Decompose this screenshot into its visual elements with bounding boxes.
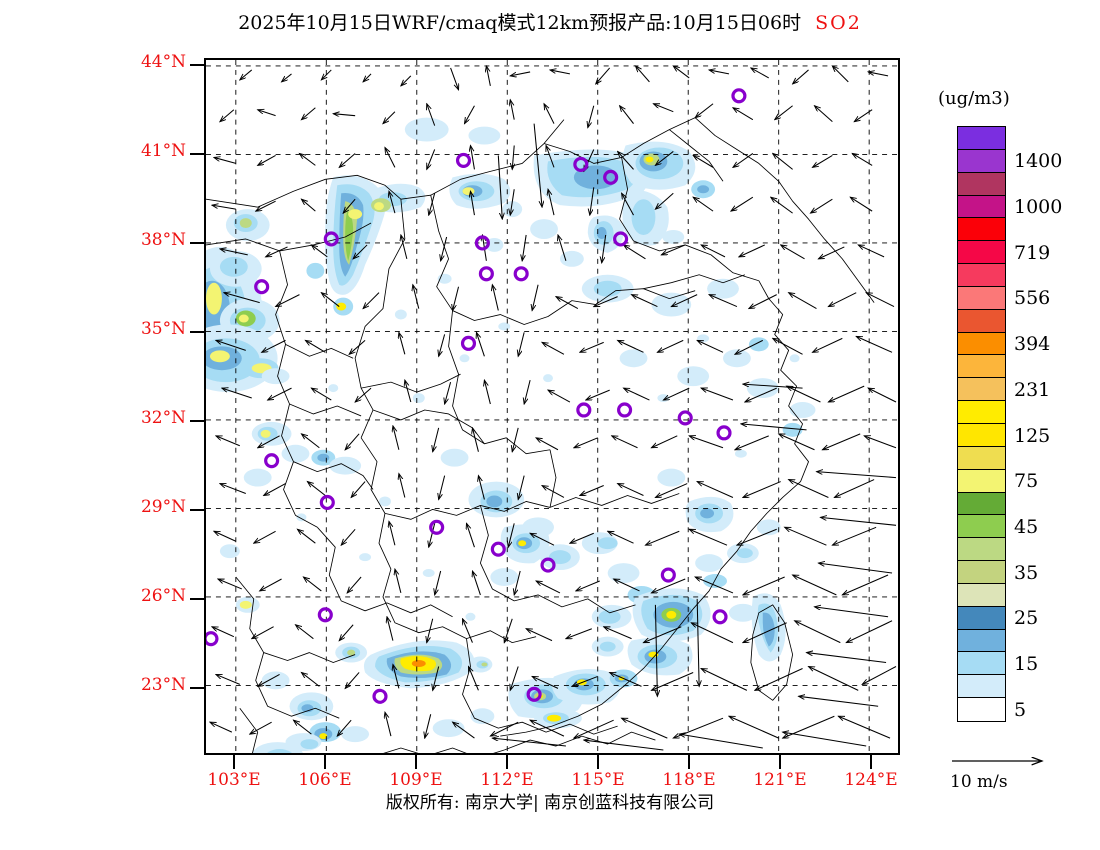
y-axis-label-35n: 35°N	[140, 319, 186, 339]
wind-scale-label: 10 m/s	[950, 772, 1008, 792]
wind-vector-field	[210, 66, 897, 751]
colorbar-swatch	[958, 423, 1005, 447]
y-axis-tick	[190, 64, 206, 66]
map-canvas	[206, 60, 898, 753]
province-boundaries	[206, 117, 875, 753]
colorbar-swatch	[958, 652, 1005, 676]
colorbar-tick-label: 394	[1014, 333, 1051, 356]
colorbar-tick-label: 45	[1014, 515, 1039, 538]
colorbar-swatch	[958, 286, 1005, 310]
lat-lon-grid	[206, 60, 898, 753]
copyright-notice: 版权所有: 南京大学| 南京创蓝科技有限公司	[385, 793, 715, 813]
x-axis-label-112e: 112°E	[480, 770, 534, 790]
colorbar-tick-label: 1400	[1014, 150, 1063, 173]
colorbar-swatch	[958, 446, 1005, 470]
colorbar-swatch	[958, 355, 1005, 379]
colorbar-swatch	[958, 583, 1005, 607]
colorbar-swatch	[958, 469, 1005, 493]
x-axis-tick	[688, 755, 690, 769]
city-markers	[206, 88, 747, 704]
x-axis-label-118e: 118°E	[662, 770, 716, 790]
colorbar-tick-label: 5	[1014, 698, 1027, 721]
map-plot-area[interactable]	[204, 58, 900, 755]
y-axis-tick	[190, 420, 206, 422]
y-axis-label-32n: 32°N	[140, 408, 186, 428]
y-axis-tick	[190, 331, 206, 333]
colorbar-swatch	[958, 378, 1005, 402]
colorbar-tick-label: 1000	[1014, 196, 1063, 219]
colorbar-swatch	[958, 675, 1005, 699]
y-axis-label-26n: 26°N	[140, 586, 186, 606]
y-axis-label-41n: 41°N	[140, 141, 186, 161]
colorbar-units-label: (ug/m3)	[938, 88, 1010, 109]
y-axis-tick	[190, 242, 206, 244]
y-axis-tick	[190, 687, 206, 689]
colorbar-tick-label: 25	[1014, 607, 1039, 630]
colorbar-swatch	[958, 195, 1005, 219]
colorbar-swatch	[958, 401, 1005, 424]
so2-concentration-field	[206, 117, 816, 753]
colorbar-swatch	[958, 698, 1005, 721]
x-axis-label-109e: 109°E	[389, 770, 443, 790]
colorbar-swatch	[958, 127, 1005, 150]
colorbar-tick-label: 231	[1014, 378, 1051, 401]
y-axis-label-23n: 23°N	[140, 675, 186, 695]
y-axis-tick	[190, 598, 206, 600]
x-axis-tick	[415, 755, 417, 769]
colorbar-swatch	[958, 264, 1005, 287]
colorbar-swatch	[958, 561, 1005, 584]
title-text: 2025年10月15日WRF/cmaq模式12km预报产品:10月15日06时	[238, 12, 802, 34]
colorbar-swatch	[958, 149, 1005, 173]
y-axis-tick	[190, 509, 206, 511]
colorbar-swatch	[958, 309, 1005, 333]
species-label: SO2	[815, 12, 862, 34]
x-axis-label-115e: 115°E	[571, 770, 625, 790]
page-title: 2025年10月15日WRF/cmaq模式12km预报产品:10月15日06时 S…	[0, 8, 1100, 35]
colorbar-tick-label: 15	[1014, 653, 1039, 676]
x-axis-label-103e: 103°E	[207, 770, 261, 790]
x-axis-tick	[870, 755, 872, 769]
x-axis-tick	[506, 755, 508, 769]
y-axis-label-29n: 29°N	[140, 497, 186, 517]
x-axis-tick	[324, 755, 326, 769]
y-axis-label-44n: 44°N	[140, 52, 186, 72]
colorbar-tick-label: 75	[1014, 470, 1039, 493]
x-axis-label-106e: 106°E	[298, 770, 352, 790]
colorbar-swatch	[958, 218, 1005, 242]
y-axis-label-38n: 38°N	[140, 230, 186, 250]
colorbar-swatch	[958, 241, 1005, 265]
wind-scale-key: 10 m/s	[950, 752, 1070, 798]
colorbar-tick-label: 556	[1014, 287, 1051, 310]
colorbar-swatch	[958, 606, 1005, 630]
colorbar-swatch	[958, 492, 1005, 516]
colorbar-tick-label: 719	[1014, 241, 1051, 264]
y-axis-tick	[190, 153, 206, 155]
colorbar[interactable]	[957, 126, 1006, 722]
x-axis-label-124e: 124°E	[844, 770, 898, 790]
colorbar-swatch	[958, 629, 1005, 653]
colorbar-swatch	[958, 172, 1005, 196]
colorbar-tick-label: 35	[1014, 561, 1039, 584]
x-axis-tick	[597, 755, 599, 769]
colorbar-swatch	[958, 332, 1005, 356]
colorbar-swatch	[958, 538, 1005, 562]
colorbar-swatch	[958, 515, 1005, 539]
colorbar-tick-label: 125	[1014, 424, 1051, 447]
x-axis-tick	[233, 755, 235, 769]
x-axis-tick	[779, 755, 781, 769]
x-axis-label-121e: 121°E	[753, 770, 807, 790]
wind-arrow-icon	[952, 752, 1060, 772]
